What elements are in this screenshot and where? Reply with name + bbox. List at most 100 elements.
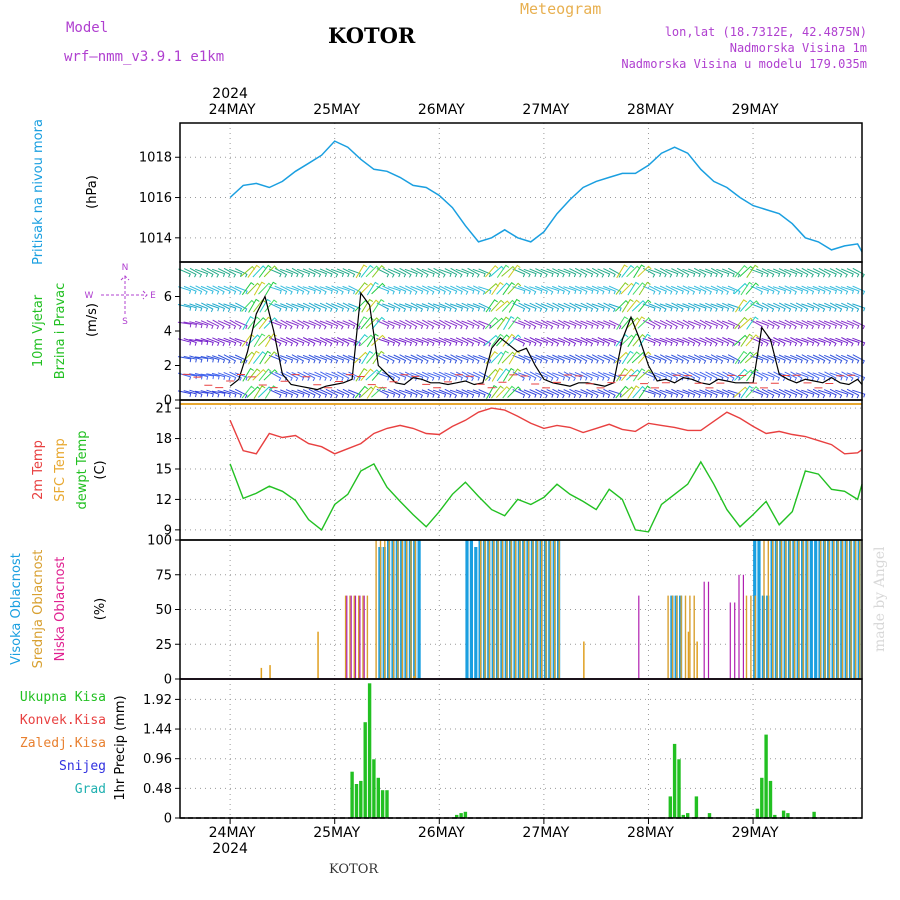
cloud-unit: (%) <box>93 598 108 621</box>
cloud-title-high: Visoka Oblacnost <box>9 553 24 665</box>
precip-bar <box>376 777 380 818</box>
high-cloud-bar <box>474 547 478 679</box>
model-elevation-label: Nadmorska Visina u modelu 179.035m <box>621 57 867 71</box>
cloud-spike <box>583 641 585 679</box>
mid-cloud-bar <box>671 595 674 679</box>
mid-cloud-bar <box>802 540 804 679</box>
mid-cloud-bar <box>501 540 504 679</box>
mid-cloud-bar <box>693 595 695 679</box>
mid-cloud-bar <box>405 540 408 679</box>
mid-cloud-bar <box>850 540 852 679</box>
meteogram-label: Meteogram <box>520 0 602 18</box>
precip-bar <box>367 683 372 818</box>
mid-cloud-bar <box>750 595 752 679</box>
mid-cloud-bar <box>488 540 491 679</box>
mid-cloud-bar <box>392 540 395 679</box>
cloud-spike <box>269 665 271 679</box>
mid-cloud-bar <box>772 540 774 679</box>
temp-title-dewpt: dewpt Temp <box>75 430 90 509</box>
lonlat-label: lon,lat (18.7312E, 42.4875N) <box>664 25 867 39</box>
mid-cloud-bar <box>754 595 756 679</box>
temp-title-2m: 2m Temp <box>31 440 46 500</box>
mid-cloud-bar <box>745 595 748 679</box>
low-cloud-bar <box>354 595 357 679</box>
temp-2m-line <box>229 407 863 455</box>
low-cloud-bar <box>363 595 365 679</box>
compass-east: E <box>150 291 156 301</box>
x-tick-label-bottom: 26MAY <box>418 825 465 841</box>
mid-cloud-bar <box>344 595 347 679</box>
high-cloud-bar <box>814 540 818 679</box>
year-label-bottom: 2024 <box>212 841 248 857</box>
year-label-top: 2024 <box>212 86 248 102</box>
low-cloud-bar <box>734 602 736 679</box>
x-tick-label-top: 26MAY <box>418 102 465 118</box>
mid-cloud-bar <box>480 540 482 679</box>
mid-cloud-bar <box>828 540 830 679</box>
high-cloud-bar <box>417 540 421 679</box>
low-cloud <box>346 574 744 680</box>
low-cloud-bar <box>707 581 710 679</box>
x-tick-label-top: 27MAY <box>522 102 569 118</box>
mid-cloud-bar <box>798 540 800 679</box>
y-tick-label: 1018 <box>139 151 172 166</box>
wind-barb-group <box>242 264 759 399</box>
wind-barb-group <box>177 319 866 330</box>
footer-station: KOTOR <box>329 862 379 877</box>
mid-cloud-bar <box>536 540 539 679</box>
x-tick-label-bottom: 24MAY <box>209 825 256 841</box>
precip-bar <box>668 796 672 818</box>
low-cloud-bar <box>638 595 640 679</box>
x-tick-label-top: 25MAY <box>313 102 360 118</box>
y-tick-label: 2 <box>164 359 172 374</box>
low-cloud-bar <box>359 595 361 679</box>
mid-cloud-bar <box>410 540 412 679</box>
mid-cloud-bar <box>767 540 769 679</box>
precip-bar <box>350 771 354 818</box>
wind-gust-marks <box>182 373 856 389</box>
wind-unit: (m/s) <box>85 303 100 337</box>
low-cloud-bar <box>703 581 705 679</box>
wind-speed-line <box>229 291 863 391</box>
low-cloud-bar <box>738 574 740 680</box>
compass-arrows <box>101 275 148 316</box>
mid-cloud-bar <box>366 595 369 679</box>
pressure-line <box>229 140 863 253</box>
precip-bar <box>681 814 685 818</box>
mid-cloud-bar <box>824 540 826 679</box>
precip-legend-item: Zaledj.Kisa <box>20 736 106 751</box>
mid-cloud-bar <box>667 595 669 679</box>
low-cloud-bar <box>742 574 744 680</box>
low-cloud-bar <box>346 595 348 679</box>
x-tick-label-top: 29MAY <box>732 102 779 118</box>
wind-barb-group <box>178 285 866 295</box>
x-tick-label-bottom: 29MAY <box>732 825 779 841</box>
y-tick-label: 6 <box>164 290 172 305</box>
high-cloud-bar <box>757 540 761 679</box>
y-tick-label: 4 <box>164 325 172 340</box>
wind-barb-group <box>241 264 759 399</box>
pressure-title: Pritisak na nivou mora <box>31 119 46 265</box>
mid-cloud-bar <box>362 595 364 679</box>
mid-cloud-bar <box>484 540 486 679</box>
x-tick-label-top: 24MAY <box>209 102 256 118</box>
wind-barb-group <box>177 388 866 399</box>
mid-cloud-bar <box>846 540 848 679</box>
mid-cloud-bar <box>806 540 809 679</box>
high-cloud-bar <box>469 540 473 679</box>
mid-cloud-bar <box>680 595 682 679</box>
y-tick-label: 1.44 <box>143 723 172 738</box>
mid-cloud-bar <box>841 540 844 679</box>
watermark: made by Angel <box>872 546 888 653</box>
y-tick-label: 21 <box>155 402 172 417</box>
mid-cloud-bar <box>763 540 765 679</box>
low-cloud-bar <box>729 602 731 679</box>
precip-bar <box>760 777 764 818</box>
precip-bar <box>359 780 363 818</box>
dewpt-line <box>229 460 863 533</box>
mid-cloud-bar <box>837 540 839 679</box>
precip-bar <box>781 810 786 818</box>
mid-cloud-bar <box>554 540 556 679</box>
cloud-spike <box>696 641 698 679</box>
